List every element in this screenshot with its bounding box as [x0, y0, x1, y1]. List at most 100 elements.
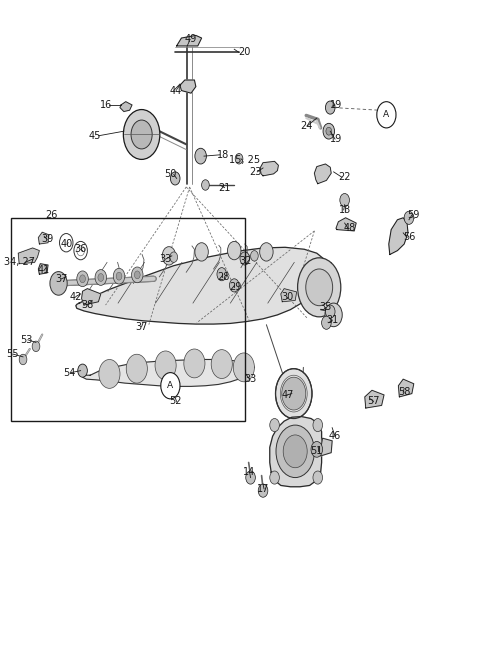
Circle shape	[298, 258, 341, 317]
Circle shape	[229, 279, 239, 292]
Text: 51: 51	[311, 446, 323, 457]
Polygon shape	[120, 102, 132, 112]
Circle shape	[313, 419, 323, 432]
Text: 48: 48	[343, 223, 356, 234]
Text: 19: 19	[330, 100, 342, 110]
Circle shape	[202, 180, 209, 190]
Circle shape	[126, 354, 147, 383]
Circle shape	[325, 101, 335, 114]
Circle shape	[282, 377, 306, 410]
Polygon shape	[260, 161, 278, 176]
Polygon shape	[321, 438, 332, 456]
Circle shape	[131, 120, 152, 149]
Text: 36: 36	[74, 244, 87, 255]
Text: 26: 26	[46, 210, 58, 220]
Circle shape	[78, 364, 87, 377]
Text: 35: 35	[319, 302, 332, 312]
Text: 29: 29	[229, 282, 241, 293]
Circle shape	[276, 425, 314, 478]
Text: 20: 20	[239, 47, 251, 58]
Circle shape	[95, 270, 107, 285]
Text: 28: 28	[217, 272, 229, 282]
Text: 50: 50	[164, 169, 177, 180]
Text: 14: 14	[242, 467, 255, 478]
Text: 34, 27: 34, 27	[4, 257, 35, 268]
Text: A: A	[168, 381, 173, 390]
Text: 38: 38	[81, 300, 94, 310]
Text: 17: 17	[257, 483, 269, 494]
Circle shape	[77, 271, 88, 287]
Circle shape	[195, 148, 206, 164]
Polygon shape	[389, 218, 408, 255]
Circle shape	[161, 373, 180, 399]
Circle shape	[233, 353, 254, 382]
Polygon shape	[270, 417, 322, 487]
Polygon shape	[177, 35, 202, 46]
Text: 37: 37	[55, 274, 68, 284]
Polygon shape	[38, 232, 49, 244]
Text: 58: 58	[398, 387, 410, 398]
Circle shape	[162, 247, 176, 265]
Polygon shape	[365, 390, 384, 408]
Text: 42: 42	[70, 291, 82, 302]
Text: 41: 41	[37, 265, 49, 276]
Circle shape	[170, 172, 180, 185]
Text: 49: 49	[185, 34, 197, 45]
Circle shape	[340, 194, 349, 207]
Circle shape	[195, 243, 208, 261]
Circle shape	[270, 471, 279, 484]
Circle shape	[132, 267, 143, 283]
Text: 16: 16	[99, 100, 112, 110]
Text: 40: 40	[60, 239, 72, 249]
Circle shape	[276, 369, 312, 419]
Circle shape	[377, 102, 396, 128]
Polygon shape	[38, 264, 48, 274]
Circle shape	[260, 243, 273, 261]
Circle shape	[313, 471, 323, 484]
Polygon shape	[18, 248, 39, 264]
Text: 15, 25: 15, 25	[229, 155, 260, 165]
Circle shape	[323, 123, 335, 139]
Circle shape	[311, 441, 323, 457]
Text: 21: 21	[218, 182, 231, 193]
Text: 19: 19	[330, 134, 342, 144]
Text: 18: 18	[217, 150, 229, 160]
Circle shape	[80, 275, 85, 283]
Circle shape	[270, 419, 279, 432]
Bar	[11, 218, 245, 421]
Circle shape	[283, 435, 307, 468]
Polygon shape	[336, 218, 356, 231]
Text: 32: 32	[240, 256, 252, 266]
Circle shape	[99, 359, 120, 388]
Circle shape	[325, 305, 335, 318]
Circle shape	[246, 471, 255, 484]
Polygon shape	[83, 359, 254, 386]
Text: 33: 33	[159, 254, 172, 264]
Text: 24: 24	[300, 121, 312, 131]
Circle shape	[326, 127, 332, 135]
Text: 39: 39	[41, 234, 53, 245]
Circle shape	[325, 303, 342, 327]
Circle shape	[19, 354, 27, 365]
Text: 33: 33	[244, 374, 257, 384]
Circle shape	[50, 272, 67, 295]
Circle shape	[116, 272, 122, 280]
Polygon shape	[314, 164, 331, 184]
Text: 37: 37	[135, 321, 148, 332]
Circle shape	[404, 211, 414, 224]
Polygon shape	[180, 80, 196, 93]
Circle shape	[113, 268, 125, 284]
Text: 22: 22	[338, 172, 351, 182]
Circle shape	[217, 268, 227, 281]
Polygon shape	[281, 289, 297, 302]
Circle shape	[32, 341, 40, 352]
Circle shape	[306, 269, 333, 306]
Text: 30: 30	[281, 291, 293, 302]
Text: 45: 45	[89, 131, 101, 141]
Polygon shape	[82, 289, 101, 305]
Text: 54: 54	[63, 367, 76, 378]
Circle shape	[184, 349, 205, 378]
Text: 47: 47	[282, 390, 294, 400]
Text: 53: 53	[20, 335, 33, 345]
Text: 56: 56	[403, 232, 415, 243]
